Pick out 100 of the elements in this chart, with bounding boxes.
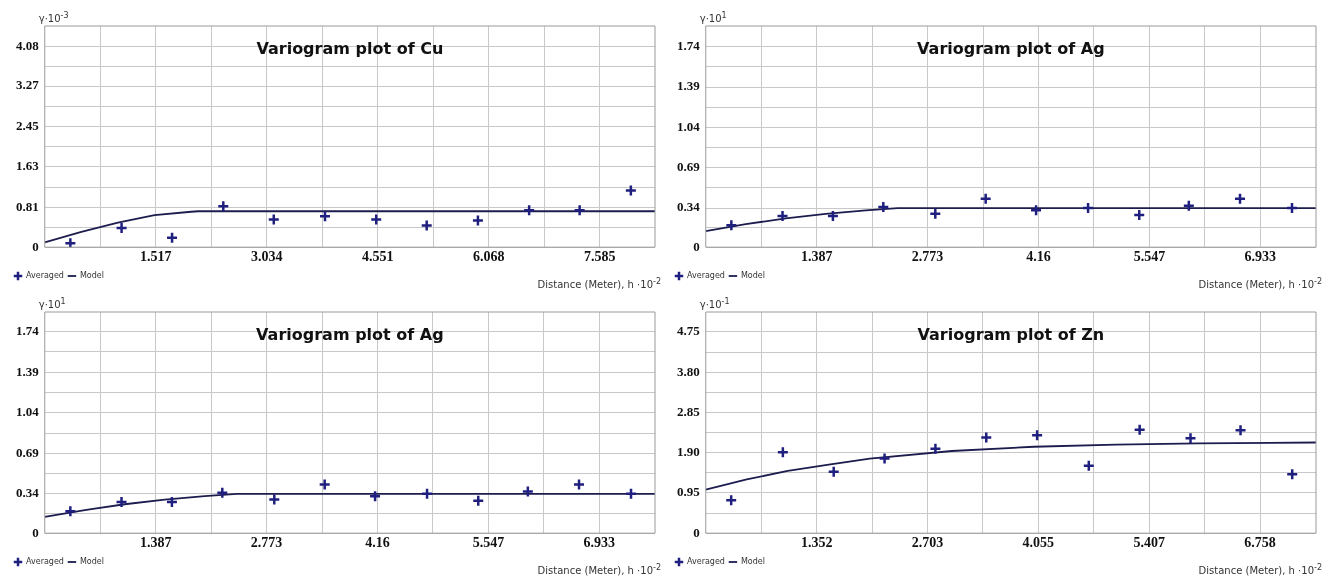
point [1081,201,1095,215]
text: Variogram plot of Cu [256,39,444,58]
point [1030,429,1044,442]
x-tick-label: 2.703 [911,535,944,551]
y-tick-label: 4.75 [677,323,701,339]
point [115,495,128,509]
y-tick-label: 0.81 [16,198,39,214]
y-tick-label: 1.90 [677,444,700,460]
x-tick-label: 4.551 [362,249,394,265]
y-tick-label: 0.34 [16,485,40,501]
y-tick-label: 1.74 [16,323,40,339]
point [878,452,891,465]
point [1132,208,1146,222]
point [572,478,586,491]
point [1233,192,1247,206]
x-tick-label: 5.407 [1133,535,1165,551]
y-tick-label: 0 [693,524,700,540]
point [573,204,586,217]
point [217,200,230,213]
point [471,214,485,227]
text: Variogram plot of Ag [917,39,1105,58]
y-tick-label: 0.95 [677,484,701,500]
point [471,494,485,508]
y-tick-label: 3.80 [677,363,700,379]
y-tick-label: 4.08 [16,37,40,53]
point [1234,423,1247,437]
legend-label: Model [79,271,104,281]
x-tick-label: 5.547 [472,535,505,551]
point [216,486,229,499]
point [624,487,638,501]
y-tick-label: 1.04 [677,118,701,134]
y-tick-label: 1.04 [16,404,40,420]
text: Variogram plot of Zn [917,325,1105,344]
y-tick-label: 3.27 [16,77,40,93]
point [724,493,738,507]
point [267,213,281,226]
x-tick-label: 1.352 [800,535,833,551]
x-tick-label: 1.387 [139,535,172,551]
x-tick-label: 2.773 [911,249,944,265]
x-tick-label: 3.034 [251,249,283,265]
x-tick-label: 7.585 [584,249,616,265]
point [929,207,942,221]
point [64,237,77,248]
point [776,209,789,223]
point [522,204,536,217]
point [1133,423,1146,437]
point [1082,459,1096,473]
text: Variogram plot of Ag [256,325,444,344]
x-tick-label: 5.547 [1133,249,1166,265]
y-tick-label: 0 [693,238,700,254]
y-tick-label: 1.39 [677,78,701,94]
legend-label: Averaged [26,557,64,567]
point [368,489,382,503]
point [1182,199,1196,212]
y-tick-label: 2.45 [16,117,40,133]
point [165,231,179,245]
point [318,478,331,491]
y-tick-label: 1.39 [16,363,40,379]
legend-label: Model [79,557,104,567]
y-tick-label: 2.85 [677,403,701,419]
point [826,209,840,223]
x-tick-label: 4.16 [365,535,390,551]
point [521,485,535,498]
legend-label: Averaged [26,271,64,281]
point [980,431,993,444]
point [318,209,332,223]
x-tick-label: 1.517 [140,249,172,265]
point [1285,201,1299,215]
point [877,200,890,214]
legend-label: Model [740,557,765,567]
point [776,446,790,459]
point [827,465,840,479]
point [979,192,992,206]
x-tick-label: 4.16 [1026,249,1051,265]
point [369,213,383,226]
x-tick-label: 2.773 [250,535,283,551]
point [420,487,434,501]
x-tick-label: 6.068 [473,249,505,265]
y-tick-label: 0.69 [677,159,701,175]
y-tick-label: 1.63 [16,158,40,174]
y-tick-label: 0 [32,524,39,540]
x-tick-label: 6.933 [583,535,615,551]
x-tick-label: 6.758 [1244,535,1276,551]
point [1184,432,1197,445]
y-tick-label: 1.74 [677,38,701,54]
y-tick-label: 0.34 [677,199,701,215]
legend-label: Averaged [687,557,725,567]
legend-label: Averaged [687,271,725,281]
point [929,442,942,456]
point [624,184,638,197]
point [64,504,77,518]
point [420,219,433,232]
y-tick-label: 0 [32,238,39,254]
legend-label: Model [740,271,765,281]
x-tick-label: 1.387 [800,249,833,265]
point [1285,468,1299,481]
y-tick-label: 0.69 [16,444,40,460]
x-tick-label: 4.055 [1022,535,1055,551]
point [115,221,128,235]
point [725,219,738,232]
